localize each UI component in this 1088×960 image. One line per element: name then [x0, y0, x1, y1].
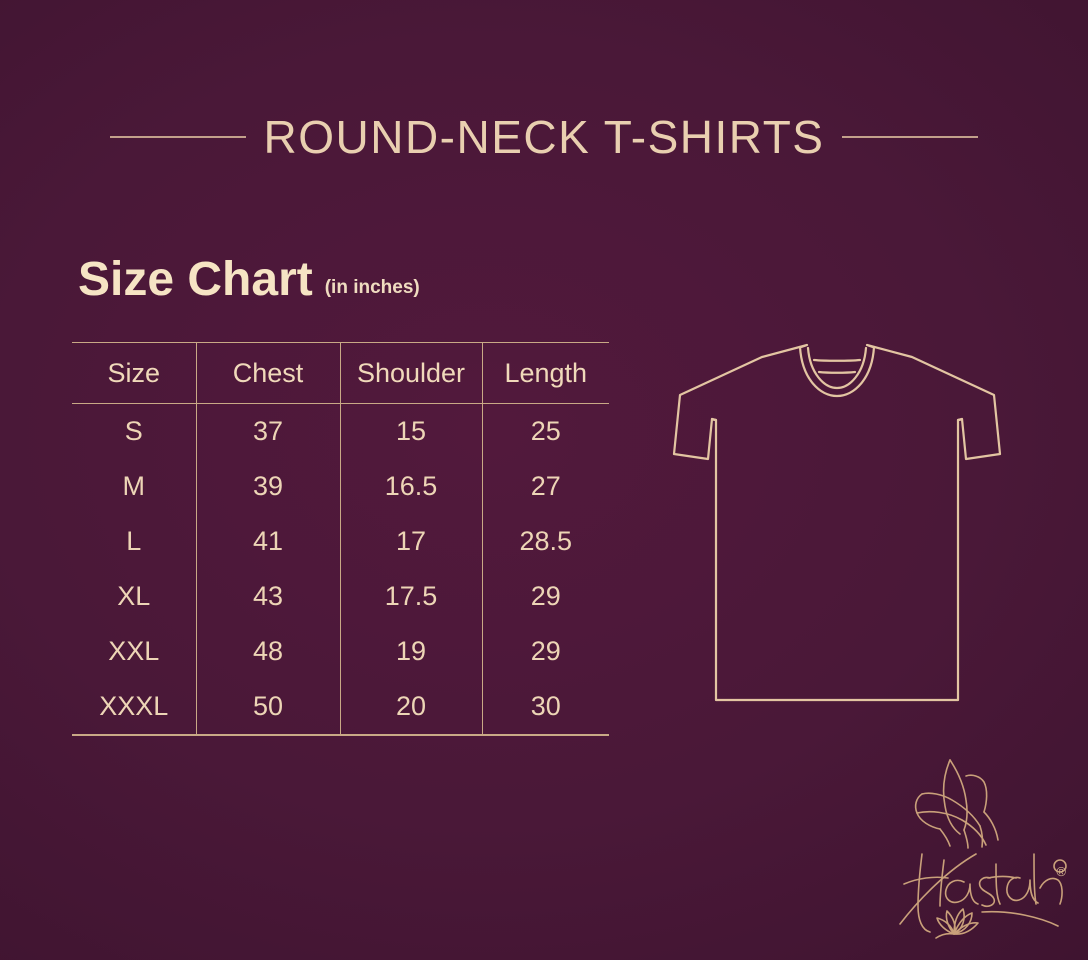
table-bottom-rule: [72, 734, 609, 736]
brand-logo: ®: [892, 748, 1072, 944]
cell-chest: 37: [195, 403, 340, 459]
size-chart-heading: Size Chart (in inches): [78, 256, 420, 304]
cell-length: 25: [481, 403, 609, 459]
hastha-wordmark-icon: [899, 853, 1063, 933]
size-chart-table-wrapper: Size Chest Shoulder Length S 37 15 25 M …: [72, 342, 609, 736]
cell-size: L: [126, 526, 142, 556]
table-row: XXXL 50 20 30: [72, 679, 609, 734]
column-header-size: Size: [107, 358, 161, 388]
title-rule-left: [109, 136, 246, 138]
cell-length: 28.5: [481, 514, 609, 569]
tshirt-illustration: [652, 326, 1024, 718]
column-header-chest: Chest: [195, 342, 340, 404]
cell-chest: 41: [195, 514, 340, 569]
cell-size: M: [122, 471, 146, 501]
cell-chest: 43: [195, 569, 340, 624]
cell-shoulder: 16.5: [339, 459, 482, 514]
size-chart-heading-units: (in inches): [324, 277, 420, 298]
cell-shoulder: 15: [339, 403, 482, 459]
cell-length: 27: [481, 459, 609, 514]
size-chart-heading-main: Size Chart: [78, 253, 313, 306]
cell-length: 29: [481, 569, 609, 624]
cell-size: XXXL: [99, 691, 169, 721]
table-row: XXL 48 19 29: [72, 624, 609, 679]
column-header-shoulder: Shoulder: [339, 342, 482, 404]
cell-shoulder: 20: [339, 679, 482, 734]
hastha-logo-icon: [899, 759, 1067, 939]
tshirt-outline-icon: [672, 343, 1002, 702]
cell-chest: 39: [195, 459, 340, 514]
column-header-length: Length: [481, 342, 609, 404]
cell-shoulder: 17.5: [339, 569, 482, 624]
size-chart-table: Size Chest Shoulder Length S 37 15 25 M …: [72, 342, 609, 734]
page-title: ROUND-NECK T-SHIRTS: [263, 111, 825, 163]
hand-mudra-icon: [914, 759, 999, 849]
cell-size: XL: [117, 581, 151, 611]
cell-size: S: [124, 416, 143, 446]
title-rule-right: [842, 136, 979, 138]
poster-title-band: ROUND-NECK T-SHIRTS: [0, 106, 1088, 168]
cell-length: 30: [481, 679, 609, 734]
table-row: L 41 17 28.5: [72, 514, 609, 569]
cell-chest: 50: [195, 679, 340, 734]
cell-shoulder: 17: [339, 514, 482, 569]
cell-length: 29: [481, 624, 609, 679]
cell-shoulder: 19: [339, 624, 482, 679]
table-row: S 37 15 25: [72, 403, 609, 459]
cell-size: XXL: [108, 636, 160, 666]
brand-registered-mark: ®: [1056, 864, 1066, 879]
cell-chest: 48: [195, 624, 340, 679]
table-row: XL 43 17.5 29: [72, 569, 609, 624]
table-row: M 39 16.5 27: [72, 459, 609, 514]
lotus-icon: [935, 908, 979, 939]
registered-mark-icon: [1053, 859, 1067, 873]
table-header-row: Size Chest Shoulder Length: [72, 342, 609, 404]
